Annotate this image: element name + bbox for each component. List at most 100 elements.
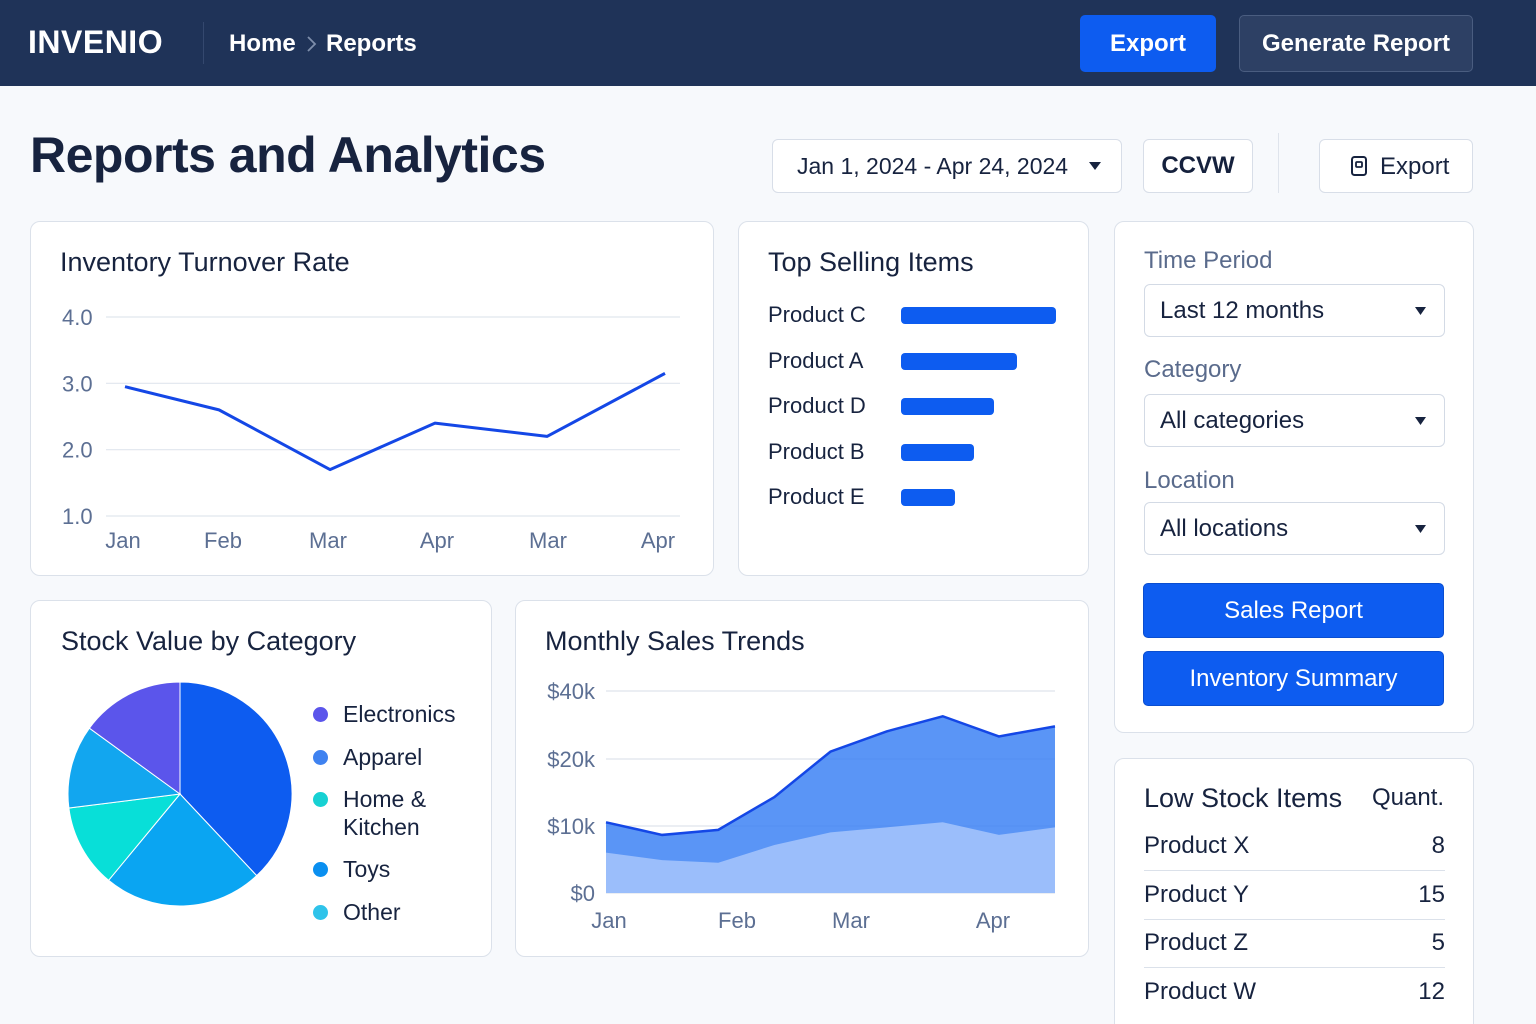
generate-report-button[interactable]: Generate Report <box>1239 15 1473 72</box>
turnover-line <box>124 372 666 472</box>
low-stock-item-quantity: 12 <box>1418 977 1445 1005</box>
chevron-right-icon <box>307 36 317 52</box>
x-tick-label: Mar <box>309 528 347 553</box>
location-select[interactable]: All locations <box>1144 502 1445 555</box>
y-tick-label: 4.0 <box>62 305 93 330</box>
legend-label: Toys <box>343 856 391 882</box>
area-series <box>606 822 1055 893</box>
x-tick-label: Apr <box>641 528 675 553</box>
y-tick-label: 3.0 <box>62 371 93 396</box>
pie-slice <box>107 793 258 907</box>
top-selling-bar <box>901 489 956 506</box>
category-label: Category <box>1144 356 1242 383</box>
category-select[interactable]: All categories <box>1144 394 1445 447</box>
x-tick-label: Jan <box>105 528 140 553</box>
low-stock-item-quantity: 15 <box>1418 880 1445 908</box>
top-selling-bar <box>901 307 1056 324</box>
low-stock-item-quantity: 5 <box>1431 929 1445 956</box>
monthly-sales-title: Monthly Sales Trends <box>545 626 805 656</box>
monthly-sales-area-chart: $0 $10k $20k $40k Jan Feb Mar Apr <box>547 679 1056 933</box>
y-tick-label: $10k <box>547 814 596 839</box>
x-tick-label: Mar <box>832 908 870 933</box>
x-tick-label: Apr <box>976 908 1010 933</box>
low-stock-item-name: Product X <box>1144 832 1250 859</box>
legend-label: Apparel <box>343 744 423 770</box>
x-tick-label: Feb <box>204 528 242 553</box>
header-divider <box>1278 133 1279 193</box>
caret-down-icon <box>1089 162 1101 170</box>
export-button-label: Export <box>1380 153 1450 180</box>
brand-logo[interactable]: INVENIO <box>28 24 164 60</box>
top-selling-item-label: Product B <box>768 438 865 464</box>
legend-label: Home & Kitchen <box>343 786 427 840</box>
top-export-button[interactable]: Export <box>1080 15 1216 72</box>
top-selling-item-label: Product D <box>768 393 866 418</box>
y-tick-label: $40k <box>547 679 596 704</box>
top-selling-bar <box>901 352 1018 370</box>
page-title: Reports and Analytics <box>30 127 546 183</box>
top-selling-item-label: Product E <box>768 484 865 509</box>
caret-down-icon <box>1415 307 1426 315</box>
date-range-value: Jan 1, 2024 - Apr 24, 2024 <box>797 152 1069 179</box>
top-selling-title: Top Selling Items <box>768 247 974 277</box>
pie-slice <box>88 681 181 795</box>
legend-dot-icon <box>313 707 328 722</box>
legend-dot-icon <box>313 905 328 920</box>
x-tick-label: Apr <box>420 528 454 553</box>
pie-slice <box>68 793 182 882</box>
low-stock-title: Low Stock Items <box>1144 783 1343 813</box>
top-selling-bar <box>901 443 974 461</box>
table-row[interactable]: Product Y 15 <box>1144 871 1445 920</box>
top-selling-item-label: Product C <box>768 302 866 327</box>
low-stock-item-name: Product Z <box>1144 929 1249 956</box>
top-selling-bar <box>901 398 994 415</box>
caret-down-icon <box>1415 417 1426 425</box>
top-navigation-bar: INVENIO Home Reports Export Generate Rep… <box>0 0 1536 86</box>
legend-dot-icon <box>313 750 328 765</box>
document-icon <box>1351 156 1367 176</box>
low-stock-card <box>1114 758 1474 1024</box>
brand-divider <box>203 22 204 64</box>
inventory-turnover-card <box>30 221 714 576</box>
legend-label: Electronics <box>343 701 456 727</box>
area-series-line <box>605 714 1056 837</box>
export-button[interactable]: Export <box>1319 139 1473 193</box>
pie-slice <box>67 727 182 809</box>
quantity-header: Quant. <box>1372 784 1445 811</box>
legend-dot-icon <box>313 862 328 877</box>
pie-slice <box>179 681 293 877</box>
legend-dot-icon <box>313 792 328 807</box>
y-tick-label: $0 <box>571 881 595 906</box>
y-tick-label: $20k <box>547 747 596 772</box>
time-period-label: Time Period <box>1144 247 1273 274</box>
low-stock-item-name: Product W <box>1144 977 1257 1005</box>
stock-value-pie-chart <box>67 681 293 907</box>
location-value: All locations <box>1160 514 1289 542</box>
time-period-select[interactable]: Last 12 months <box>1144 284 1445 337</box>
inventory-turnover-chart: 1.0 2.0 3.0 4.0 Jan Feb Mar Apr Mar Apr <box>62 305 680 553</box>
location-label: Location <box>1144 467 1235 494</box>
y-tick-label: 1.0 <box>62 504 93 529</box>
inventory-summary-button[interactable]: Inventory Summary <box>1143 651 1444 706</box>
ccvw-button[interactable]: CCVW <box>1143 139 1253 193</box>
table-row[interactable]: Product Z 5 <box>1144 919 1445 968</box>
caret-down-icon <box>1415 525 1426 533</box>
table-row[interactable]: Product W 12 <box>1144 968 1445 1017</box>
low-stock-item-quantity: 8 <box>1431 832 1445 859</box>
time-period-value: Last 12 months <box>1160 296 1325 324</box>
table-row[interactable]: Product X 8 <box>1144 822 1445 871</box>
inventory-turnover-title: Inventory Turnover Rate <box>60 247 350 277</box>
x-tick-label: Feb <box>718 908 756 933</box>
y-tick-label: 2.0 <box>62 438 93 463</box>
stock-value-title: Stock Value by Category <box>61 626 357 656</box>
sales-report-button[interactable]: Sales Report <box>1143 583 1444 638</box>
x-tick-label: Jan <box>591 908 626 933</box>
breadcrumb-reports[interactable]: Reports <box>326 30 417 57</box>
category-value: All categories <box>1160 406 1305 434</box>
x-tick-label: Mar <box>529 528 567 553</box>
legend-label: Other <box>343 899 401 925</box>
breadcrumb-home[interactable]: Home <box>229 30 296 57</box>
top-selling-item-label: Product A <box>768 347 864 373</box>
date-range-picker[interactable]: Jan 1, 2024 - Apr 24, 2024 <box>772 139 1122 193</box>
low-stock-item-name: Product Y <box>1144 880 1249 908</box>
